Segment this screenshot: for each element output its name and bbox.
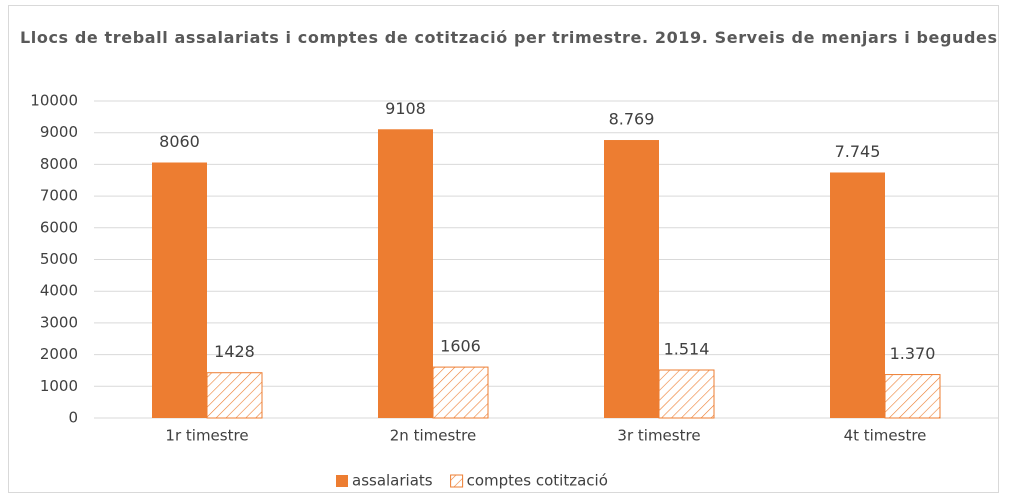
bar xyxy=(152,162,207,418)
y-tick-label: 0 xyxy=(68,409,78,427)
bar xyxy=(884,374,941,419)
x-tick-label: 4t timestre xyxy=(844,427,927,445)
data-label: 9108 xyxy=(385,99,426,118)
bar xyxy=(432,366,489,419)
legend-swatch xyxy=(450,474,464,488)
chart-frame xyxy=(8,5,999,493)
data-label: 7.745 xyxy=(835,142,881,161)
data-label: 8.769 xyxy=(609,110,655,129)
data-label: 1606 xyxy=(440,337,481,356)
y-tick-label: 1000 xyxy=(40,377,78,395)
y-tick-label: 4000 xyxy=(40,282,78,300)
x-tick-label: 2n timestre xyxy=(390,427,476,445)
legend-label: assalariats xyxy=(352,472,433,490)
bar xyxy=(378,129,433,418)
data-label: 8060 xyxy=(159,132,200,151)
y-tick-label: 10000 xyxy=(30,92,78,110)
y-tick-label: 7000 xyxy=(40,187,78,205)
legend-swatch xyxy=(336,475,348,487)
x-tick-label: 3r timestre xyxy=(617,427,700,445)
y-tick-label: 8000 xyxy=(40,155,78,173)
y-tick-label: 6000 xyxy=(40,218,78,236)
bar xyxy=(206,372,263,419)
bar xyxy=(604,140,659,418)
data-label: 1.514 xyxy=(664,340,710,359)
y-tick-label: 2000 xyxy=(40,345,78,363)
y-tick-label: 9000 xyxy=(40,123,78,141)
bar xyxy=(658,369,715,419)
data-label: 1428 xyxy=(214,342,255,361)
y-tick-label: 3000 xyxy=(40,313,78,331)
x-tick-label: 1r timestre xyxy=(165,427,248,445)
data-label: 1.370 xyxy=(890,344,936,363)
y-tick-label: 5000 xyxy=(40,250,78,268)
legend-label: comptes cotització xyxy=(467,472,608,490)
chart-title: Llocs de treball assalariats i comptes d… xyxy=(20,28,998,47)
bar xyxy=(830,172,885,418)
